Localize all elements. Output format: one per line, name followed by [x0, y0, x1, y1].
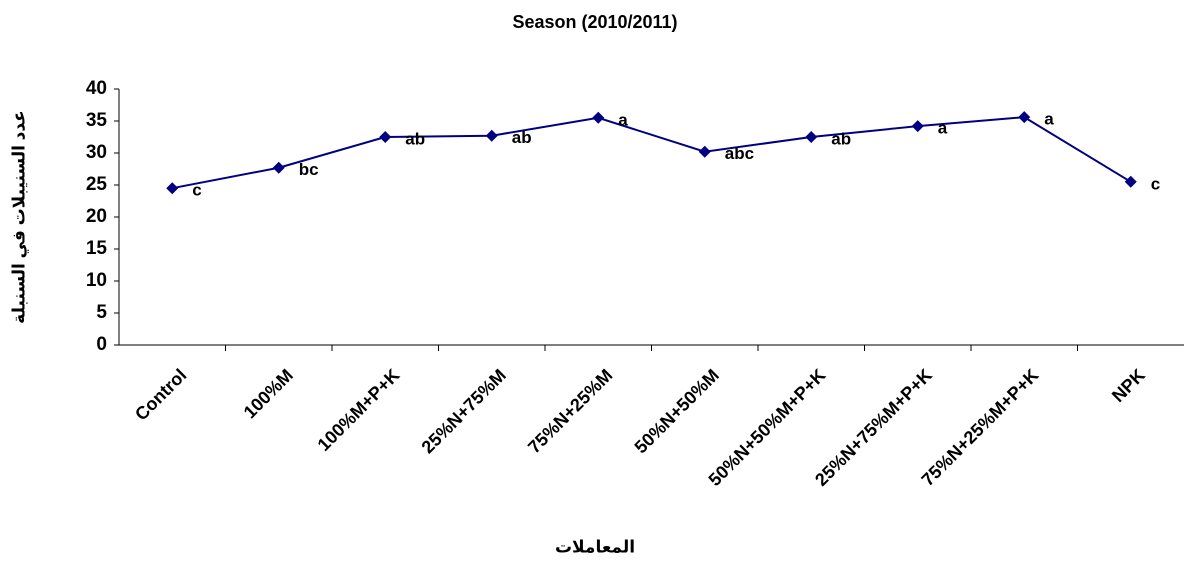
y-tick-label: 15 — [86, 238, 108, 259]
x-tick-label: Control — [131, 365, 190, 424]
point-label: a — [938, 119, 948, 138]
marker — [911, 120, 924, 133]
x-axis-label: المعاملات — [555, 537, 635, 556]
x-tick-label: 100%M+P+K — [314, 365, 404, 455]
point-label: a — [618, 110, 628, 129]
x-tick-label: 75%N+25%M+P+K — [918, 365, 1043, 490]
point-label: ab — [405, 129, 425, 148]
series-line — [172, 116, 1132, 190]
y-axis-label: عدد السنيبلات في السنبلة — [9, 110, 29, 324]
chart-title: Season (2010/2011) — [512, 12, 677, 32]
y-tick-label: 30 — [86, 142, 107, 163]
y-tick-label: 40 — [86, 78, 107, 99]
y-tick-label: 5 — [96, 302, 107, 323]
marker — [379, 131, 392, 143]
point-label: c — [192, 181, 201, 200]
marker — [592, 111, 605, 124]
y-tick-label: 35 — [86, 110, 108, 131]
marker — [272, 161, 285, 174]
x-tick-label: 25%N+75%M+P+K — [811, 365, 936, 490]
x-tick-label: 75%N+25%M — [524, 365, 616, 457]
marker — [1124, 175, 1137, 188]
point-label: bc — [299, 160, 319, 179]
marker — [1018, 111, 1031, 124]
y-tick-label: 0 — [96, 334, 107, 355]
x-tick-label: 50%N+50%M+P+K — [705, 365, 830, 490]
x-tick-label: NPK — [1108, 365, 1149, 406]
marker — [485, 129, 498, 142]
point-label: c — [1151, 174, 1160, 193]
point-label: ab — [831, 129, 851, 148]
y-tick-label: 20 — [86, 206, 107, 227]
x-tick-label: 50%N+50%M — [631, 365, 723, 457]
point-label: abc — [725, 144, 754, 163]
marker — [166, 182, 179, 195]
marker — [805, 131, 818, 143]
y-tick-label: 10 — [86, 270, 107, 291]
x-tick-label: 100%M — [240, 365, 297, 422]
y-tick-label: 25 — [86, 174, 108, 195]
marker — [698, 145, 711, 158]
point-label: ab — [512, 128, 532, 147]
x-tick-label: 25%N+75%M — [418, 365, 510, 457]
point-label: a — [1044, 110, 1054, 129]
